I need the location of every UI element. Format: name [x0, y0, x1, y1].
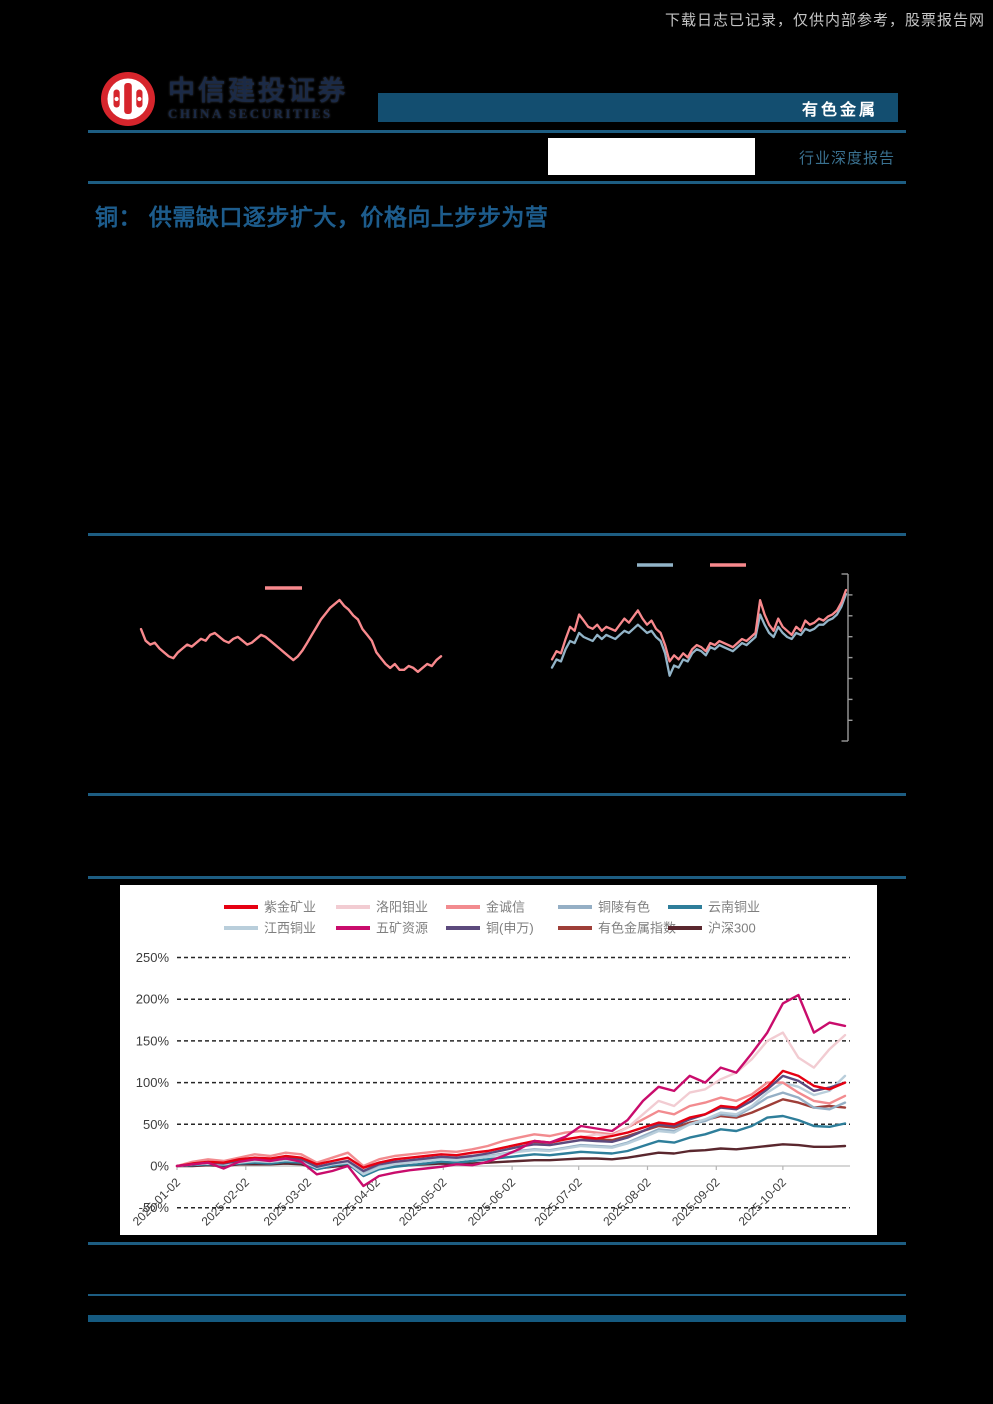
- header-rule-top: [88, 130, 906, 133]
- category-bar: 有色金属: [378, 93, 898, 122]
- xtick-label-5: 2025-06-02: [465, 1175, 519, 1229]
- series-line-6: [175, 993, 847, 1188]
- legend-label-2: 金诚信: [486, 900, 525, 915]
- footer-rule-thick: [88, 1315, 906, 1322]
- small-charts-band: [88, 536, 906, 794]
- company-logo: 中信建投证券 CHINA SECURITIES: [100, 70, 348, 128]
- category-label: 有色金属: [801, 101, 878, 119]
- xtick-label-3: 2025-04-02: [330, 1175, 384, 1229]
- legend-label-6: 五矿资源: [376, 921, 428, 936]
- right-chart-series-0: [550, 592, 848, 677]
- logo-name-en: CHINA SECURITIES: [168, 106, 333, 121]
- ytick-label-5: 0%: [150, 1159, 169, 1174]
- xtick-label-7: 2025-08-02: [600, 1175, 654, 1229]
- rating-box-blank: [548, 138, 755, 175]
- series-line-2: [175, 1081, 847, 1168]
- figure-band-rule-bottom: [88, 793, 906, 796]
- xtick-label-6: 2025-07-02: [532, 1175, 586, 1229]
- legend-label-1: 洛阳钼业: [376, 900, 428, 915]
- footer-rule-1: [88, 1242, 906, 1245]
- right-chart-axis: [841, 573, 853, 742]
- legend-label-7: 铜(申万): [486, 921, 534, 936]
- logo-emblem-icon: [101, 72, 155, 126]
- ytick-label-6: -50%: [139, 1200, 170, 1215]
- footer-rule-2: [88, 1294, 906, 1296]
- small-charts-canvas: [139, 563, 853, 742]
- series-line-9: [175, 1143, 847, 1173]
- legend-label-0: 紫金矿业: [264, 900, 316, 915]
- xtick-label-8: 2025-09-02: [669, 1175, 723, 1229]
- left-chart-series: [139, 598, 443, 674]
- xtick-label-1: 2025-02-02: [199, 1175, 253, 1229]
- legend-label-4: 云南铜业: [708, 900, 760, 915]
- right-chart-series-1: [550, 588, 848, 663]
- logo-text: 中信建投证券 CHINA SECURITIES: [168, 70, 348, 122]
- ytick-label-3: 100%: [136, 1075, 170, 1090]
- logo-name-cn: 中信建投证券: [168, 76, 348, 106]
- series-line-4: [175, 1114, 847, 1178]
- performance-chart-panel: 紫金矿业 洛阳钼业 金诚信 铜陵有色 云南铜业江西铜业 五矿资源 铜(申万) 有色金属指数 沪深…: [120, 885, 877, 1235]
- ytick-label-0: 250%: [136, 950, 170, 965]
- ytick-label-4: 50%: [143, 1117, 169, 1132]
- xtick-label-4: 2025-05-02: [396, 1175, 450, 1229]
- ytick-label-1: 200%: [136, 992, 170, 1007]
- legend-label-5: 江西铜业: [264, 921, 316, 936]
- xtick-label-9: 2025-10-02: [736, 1175, 790, 1229]
- report-type-label: 行业深度报告: [798, 150, 895, 167]
- xtick-label-2: 2025-03-02: [261, 1175, 315, 1229]
- legend-label-9: 沪深300: [708, 921, 756, 936]
- ytick-label-2: 150%: [136, 1033, 170, 1048]
- big-chart-rule-top: [88, 876, 906, 879]
- page-title: 铜： 供需缺口逐步扩大，价格向上步步为营: [95, 204, 549, 230]
- legend-label-8: 有色金属指数: [598, 921, 676, 936]
- legend-label-3: 铜陵有色: [598, 900, 650, 915]
- figure-band-rule-top: [88, 533, 906, 536]
- header-rule-bottom: [88, 181, 906, 184]
- watermark-text: 下载日志已记录，仅供内部参考，股票报告网: [664, 13, 985, 29]
- series-line-0: [175, 1069, 847, 1169]
